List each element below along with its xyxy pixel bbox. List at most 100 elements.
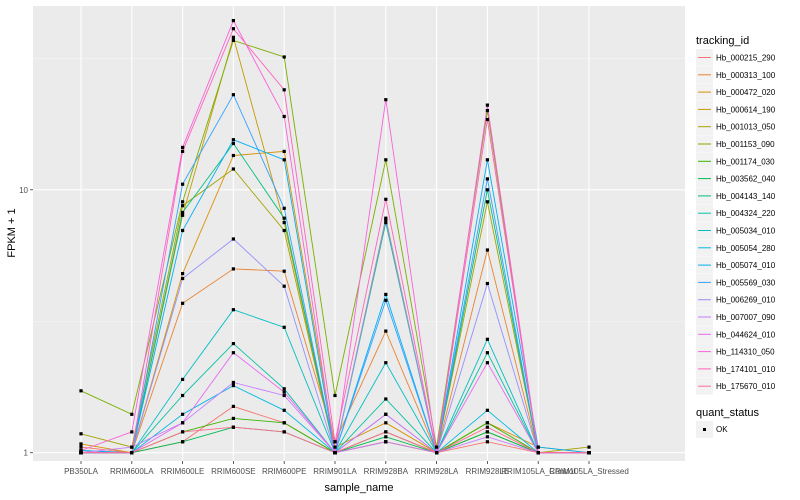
point-5-5	[333, 393, 337, 398]
x-tick-label-10: RRIM105LA_Stressed	[549, 467, 629, 476]
point-19-3	[231, 425, 235, 429]
point-5-6	[384, 158, 388, 162]
legend-item-4: Hb_001013_050	[696, 118, 776, 136]
point-13-8	[485, 177, 489, 181]
legend-item-8: Hb_004143_140	[696, 187, 776, 205]
point-18-8	[485, 117, 489, 122]
point-0-0	[79, 445, 83, 449]
point-9-4	[282, 387, 286, 391]
point-4-4	[282, 228, 286, 233]
point-5-2	[181, 200, 185, 204]
point-12-6	[384, 292, 388, 296]
point-3-4	[282, 221, 286, 225]
legend-label-15: Hb_007007_090	[716, 313, 776, 322]
legend-item-3: Hb_000614_190	[696, 100, 776, 118]
point-8-4	[282, 216, 286, 220]
point-11-4	[282, 408, 286, 412]
legend-item-1: Hb_000313_100	[696, 66, 776, 84]
point-13-3	[231, 93, 235, 97]
y-axis-title: FPKM + 1	[6, 208, 18, 257]
point-17-0	[79, 448, 83, 453]
point-11-2	[181, 412, 185, 416]
point-12-4	[282, 158, 286, 162]
point-1-6	[384, 329, 388, 333]
x-tick-label-8: RRIM928LE	[466, 467, 510, 476]
point-17-6	[384, 98, 388, 102]
legend-label-9: Hb_004324_220	[716, 209, 776, 218]
x-axis-title: sample_name	[324, 482, 393, 494]
point-1-3	[231, 267, 235, 271]
point-16-2	[181, 421, 185, 425]
legend-label-3: Hb_000614_190	[716, 105, 776, 114]
point-19-9	[536, 451, 540, 455]
point-4-2	[181, 204, 185, 208]
point-6-4	[282, 421, 286, 425]
point-14-2	[181, 276, 185, 281]
point-17-3	[231, 19, 235, 23]
point-5-3	[231, 38, 235, 42]
point-17-2	[181, 145, 185, 149]
point-19-2	[181, 430, 185, 434]
legend-label-12: Hb_005074_010	[716, 261, 776, 270]
x-tick-label-4: RRIM600PE	[262, 467, 306, 476]
legend-item-7: Hb_003562_040	[696, 170, 776, 188]
point-7-2	[181, 440, 185, 444]
legend-entries: Hb_000215_290 Hb_000313_100 Hb_000472_020 H…	[696, 49, 776, 395]
point-0-3	[231, 404, 235, 408]
x-tick-label-9: RRIM105LA_Control	[501, 467, 575, 476]
point-6-3	[231, 416, 235, 420]
legend-label-16: Hb_044624_010	[716, 330, 776, 339]
legend-label-6: Hb_001174_030	[716, 157, 775, 166]
point-1-8	[485, 248, 489, 252]
point-19-5	[333, 451, 337, 455]
legend-label-1: Hb_000313_100	[716, 71, 776, 80]
point-13-6	[384, 298, 388, 302]
point-2-5	[333, 445, 337, 449]
legend-title: tracking_id	[696, 35, 749, 47]
point-16-3	[231, 351, 235, 355]
point-0-8	[485, 440, 489, 444]
point-10-4	[282, 325, 286, 329]
legend-label-17: Hb_114310_050	[716, 348, 775, 357]
point-19-10	[587, 451, 591, 455]
legend-label-0: Hb_000215_290	[716, 54, 776, 63]
legend-label-8: Hb_004143_140	[716, 192, 776, 201]
legend-item-12: Hb_005074_010	[696, 256, 776, 274]
y-tick-label-1: 10	[19, 186, 28, 195]
point-8-2	[181, 210, 185, 214]
point-15-3	[231, 380, 235, 385]
point-19-6	[384, 430, 388, 434]
data-points	[79, 19, 591, 455]
legend-label-14: Hb_006269_010	[716, 296, 776, 305]
legend-item-9: Hb_004324_220	[696, 204, 776, 222]
point-17-4	[282, 114, 286, 119]
point-7-8	[485, 430, 489, 434]
point-2-0	[79, 442, 83, 446]
point-2-4	[282, 149, 286, 153]
point-6-8	[485, 421, 489, 425]
legend-shape-entry: OK	[696, 421, 728, 438]
point-5-8	[485, 109, 489, 113]
legend-item-15: Hb_007007_090	[696, 308, 776, 326]
point-18-6	[384, 197, 388, 201]
legend-label-2: Hb_000472_020	[716, 88, 776, 97]
point-1-2	[181, 301, 185, 305]
point-19-8	[485, 425, 489, 429]
legend-label-4: Hb_001013_050	[716, 123, 776, 132]
point-19-4	[282, 430, 286, 434]
point-5-1	[130, 412, 134, 416]
point-8-6	[384, 221, 388, 225]
x-tick-label-2: RRIM600LE	[161, 467, 205, 476]
legend-item-17: Hb_114310_050	[696, 343, 775, 361]
point-9-6	[384, 397, 388, 401]
plot-panel	[33, 6, 685, 461]
point-17-1	[130, 430, 134, 434]
point-15-4	[282, 393, 286, 398]
legend-item-13: Hb_005569_030	[696, 273, 776, 291]
legend-shape-point	[703, 428, 706, 431]
point-9-2	[181, 393, 185, 398]
legend-shape-title: quant_status	[696, 407, 759, 419]
point-7-6	[384, 435, 388, 439]
point-5-7	[435, 445, 439, 449]
